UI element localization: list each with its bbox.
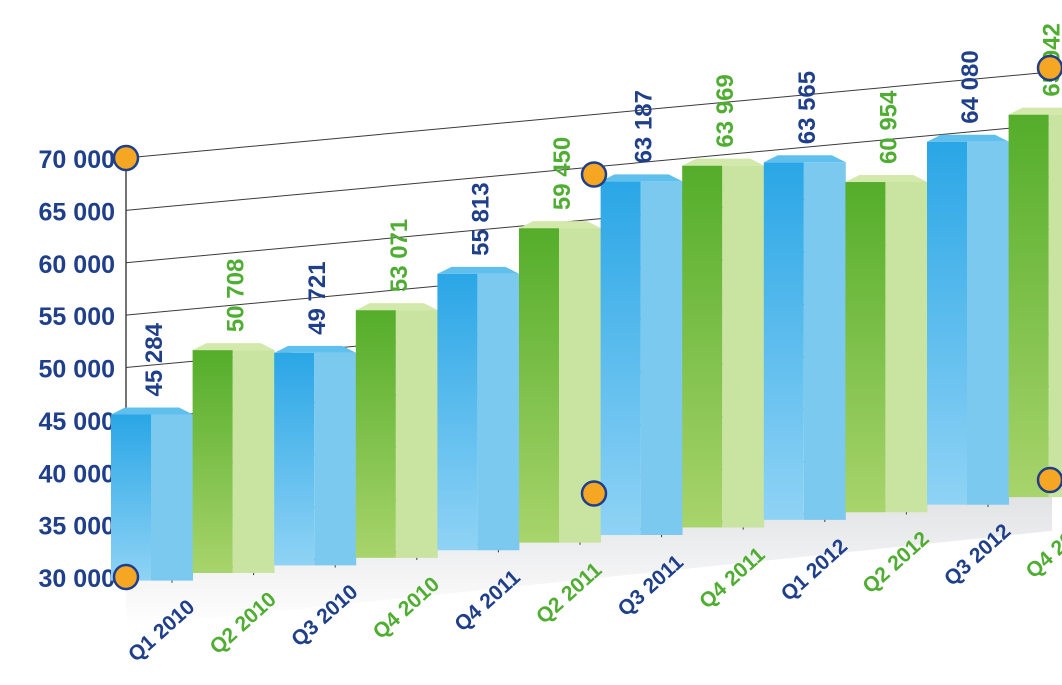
bar (274, 352, 315, 566)
bar-side (967, 141, 1009, 505)
bar-side (395, 310, 438, 558)
bar (519, 228, 559, 543)
bar-side (1048, 114, 1062, 498)
bar-top (192, 343, 275, 351)
data-label: 45 284 (141, 322, 168, 396)
bar-side (314, 352, 357, 566)
bar-side (559, 228, 601, 543)
bar-top (437, 266, 520, 274)
corner-marker (580, 480, 608, 507)
floor-plane (126, 490, 1052, 627)
bar-top (763, 155, 846, 163)
data-label: 63 187 (631, 90, 658, 163)
bar-top (274, 345, 357, 353)
y-tick-label: 30 000 (39, 565, 115, 593)
corner-marker (112, 144, 140, 172)
bar (192, 350, 233, 573)
bar-top (355, 303, 438, 311)
data-label: 60 954 (875, 90, 902, 164)
data-label: 64 080 (957, 50, 984, 123)
y-tick-label: 55 000 (39, 303, 115, 331)
bar-side (640, 181, 683, 536)
bar-side (232, 350, 275, 573)
bar (927, 141, 967, 505)
bar (355, 310, 396, 558)
bar-side (885, 182, 928, 513)
bar (845, 182, 886, 513)
y-tick-label: 45 000 (39, 408, 115, 436)
bar (763, 162, 804, 520)
y-tick-label: 35 000 (39, 513, 115, 541)
data-label: 59 450 (549, 137, 576, 210)
bar-top (519, 221, 601, 229)
data-label: 49 721 (304, 261, 331, 334)
bar-top (111, 407, 193, 415)
corner-marker (1036, 54, 1062, 82)
bar-side (803, 162, 846, 520)
bar-top (845, 175, 928, 183)
bar (600, 181, 641, 536)
data-label: 50 708 (223, 259, 250, 332)
corner-marker (580, 161, 608, 188)
y-tick-label: 40 000 (39, 460, 115, 488)
data-label: 53 071 (386, 219, 413, 292)
y-tick-label: 65 000 (39, 198, 115, 226)
y-tick-label: 50 000 (39, 356, 115, 384)
bar (1008, 114, 1049, 498)
y-tick-label: 60 000 (39, 251, 115, 279)
bar-top (682, 158, 765, 166)
bar (111, 414, 151, 581)
data-label: 63 969 (712, 74, 739, 147)
bar-side (477, 273, 520, 551)
bar (437, 273, 478, 551)
bar-side (722, 165, 765, 528)
bar-top (600, 174, 683, 182)
y-tick-label: 70 000 (39, 146, 115, 174)
bar (682, 165, 723, 528)
bar-side (151, 414, 193, 581)
corner-marker (112, 563, 140, 591)
bar-top (1008, 107, 1062, 115)
data-label: 63 565 (794, 71, 821, 144)
gridline (125, 71, 1053, 159)
bar-top (927, 134, 1009, 142)
corner-marker (1036, 466, 1062, 494)
data-label: 55 813 (467, 182, 494, 255)
